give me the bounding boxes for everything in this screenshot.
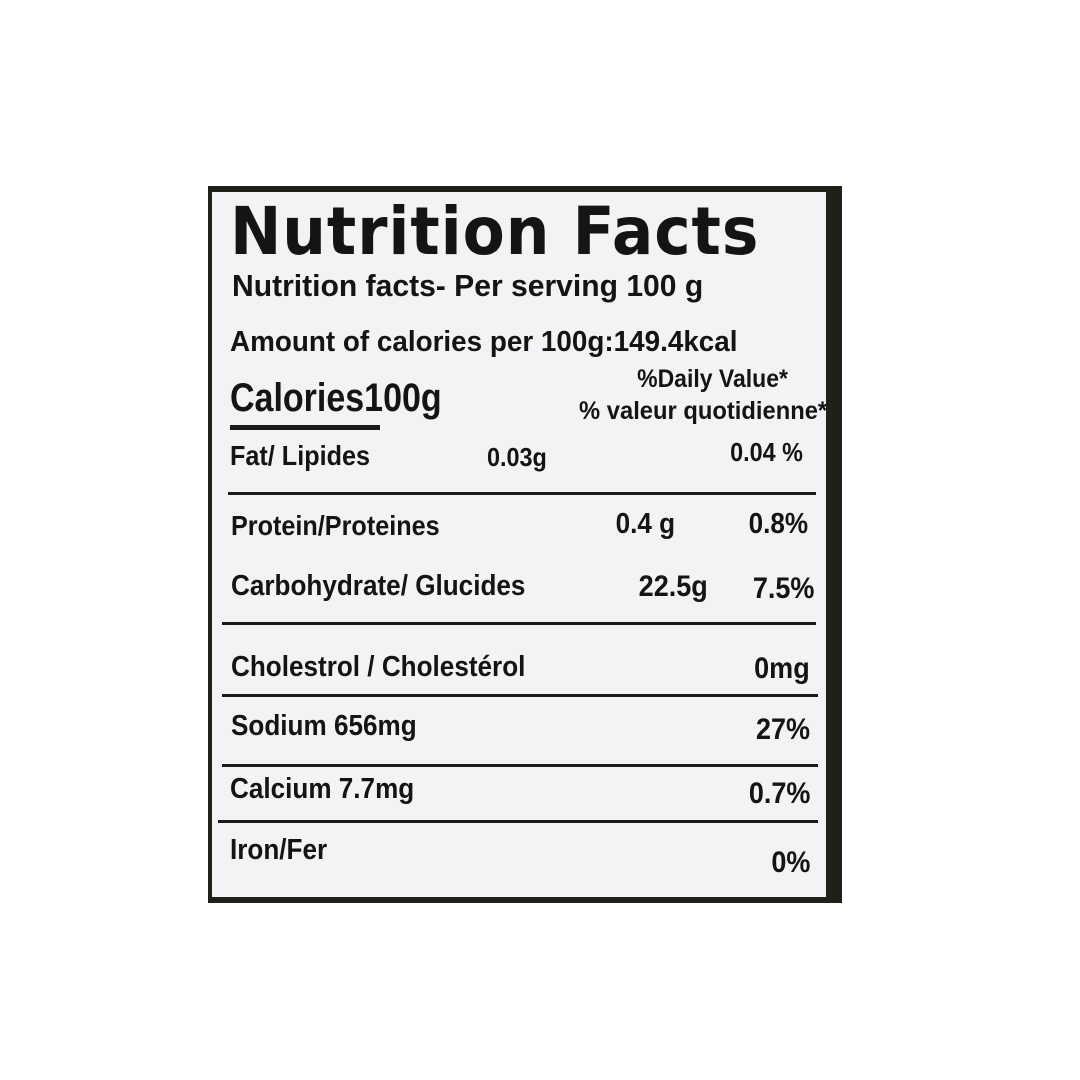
nutrient-dv-sodium: 27%	[755, 713, 810, 746]
nutrient-name-iron: Iron/Fer	[230, 834, 328, 866]
nutrient-amount-carbohydrate: 22.5g	[638, 570, 708, 603]
nutrient-dv-carbohydrate: 7.5%	[752, 572, 814, 605]
nutrient-dv-calcium: 0.7%	[748, 777, 810, 810]
calories-amount: Amount of calories per 100g:149.4kcal	[230, 326, 738, 358]
divider	[222, 694, 818, 697]
divider	[222, 764, 818, 767]
nutrient-amount-protein: 0.4 g	[615, 508, 675, 540]
nutrient-name-calcium: Calcium 7.7mg	[230, 773, 415, 805]
nutrient-name-fat: Fat/ Lipides	[230, 440, 371, 471]
calories-heading: Calories100g	[230, 376, 442, 420]
divider	[222, 622, 816, 625]
nutrient-dv-protein: 0.8%	[748, 508, 808, 540]
divider	[218, 820, 818, 823]
daily-value-fr: % valeur quotidienne*	[578, 397, 827, 425]
nutrient-name-carbohydrate: Carbohydrate/ Glucides	[231, 570, 526, 602]
nutrient-dv-cholesterol: 0mg	[754, 652, 810, 685]
nutrition-label	[208, 186, 842, 903]
nutrient-name-protein: Protein/Proteines	[231, 510, 440, 541]
daily-value-en: %Daily Value*	[637, 365, 788, 393]
nutrient-name-sodium: Sodium 656mg	[231, 710, 417, 742]
divider	[228, 492, 816, 495]
serving-size: Nutrition facts- Per serving 100 g	[232, 268, 704, 303]
nutrient-dv-fat: 0.04 %	[730, 437, 803, 467]
nutrient-amount-fat: 0.03g	[487, 442, 547, 472]
calories-underline	[230, 425, 380, 430]
title: Nutrition Facts	[230, 193, 760, 270]
nutrient-name-cholesterol: Cholestrol / Cholestérol	[231, 651, 526, 683]
nutrient-dv-iron: 0%	[770, 846, 810, 879]
label-panel	[212, 192, 826, 897]
